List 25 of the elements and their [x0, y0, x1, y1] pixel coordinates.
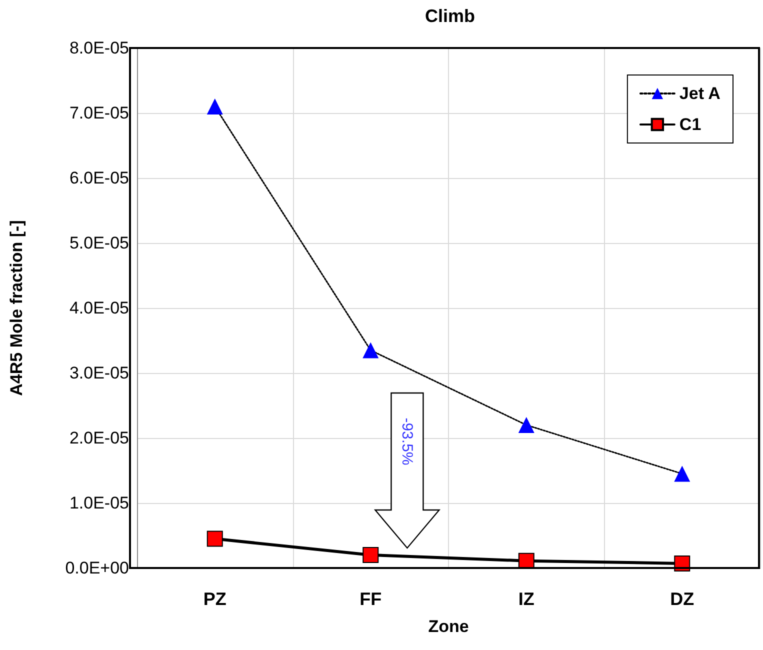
y-tick-label: 3.0E-05: [69, 364, 129, 382]
legend-label: Jet A: [679, 84, 720, 103]
point: [362, 342, 379, 358]
y-tick-label: 5.0E-05: [69, 234, 129, 252]
y-tick-label: 7.0E-05: [69, 104, 129, 122]
x-axis-title: Zone: [428, 617, 469, 636]
point: [206, 530, 223, 547]
annotation: -93.5%: [398, 418, 416, 466]
legend-label: C1: [679, 115, 702, 134]
y-tick-label: 4.0E-05: [69, 298, 129, 318]
x-tick-label: DZ: [670, 589, 694, 609]
point: [362, 547, 379, 563]
x-tick-label: PZ: [203, 589, 226, 609]
x-tick-label: FF: [360, 589, 382, 609]
y-tick-label: 0.0E+00: [65, 558, 129, 578]
chart-title: Climb: [424, 6, 476, 26]
point: [206, 98, 223, 114]
y-tick-label: 1.0E-05: [69, 494, 129, 512]
point: [518, 417, 534, 433]
y-tick-label: 6.0E-05: [69, 168, 129, 188]
y-axis-title: A4R5 Mole fraction [-]: [7, 220, 26, 396]
y-tick-label: 8.0E-05: [69, 38, 129, 58]
x-tick-label: IZ: [518, 589, 534, 609]
point: [674, 466, 690, 482]
y-tick-label: 2.0E-05: [69, 428, 129, 448]
